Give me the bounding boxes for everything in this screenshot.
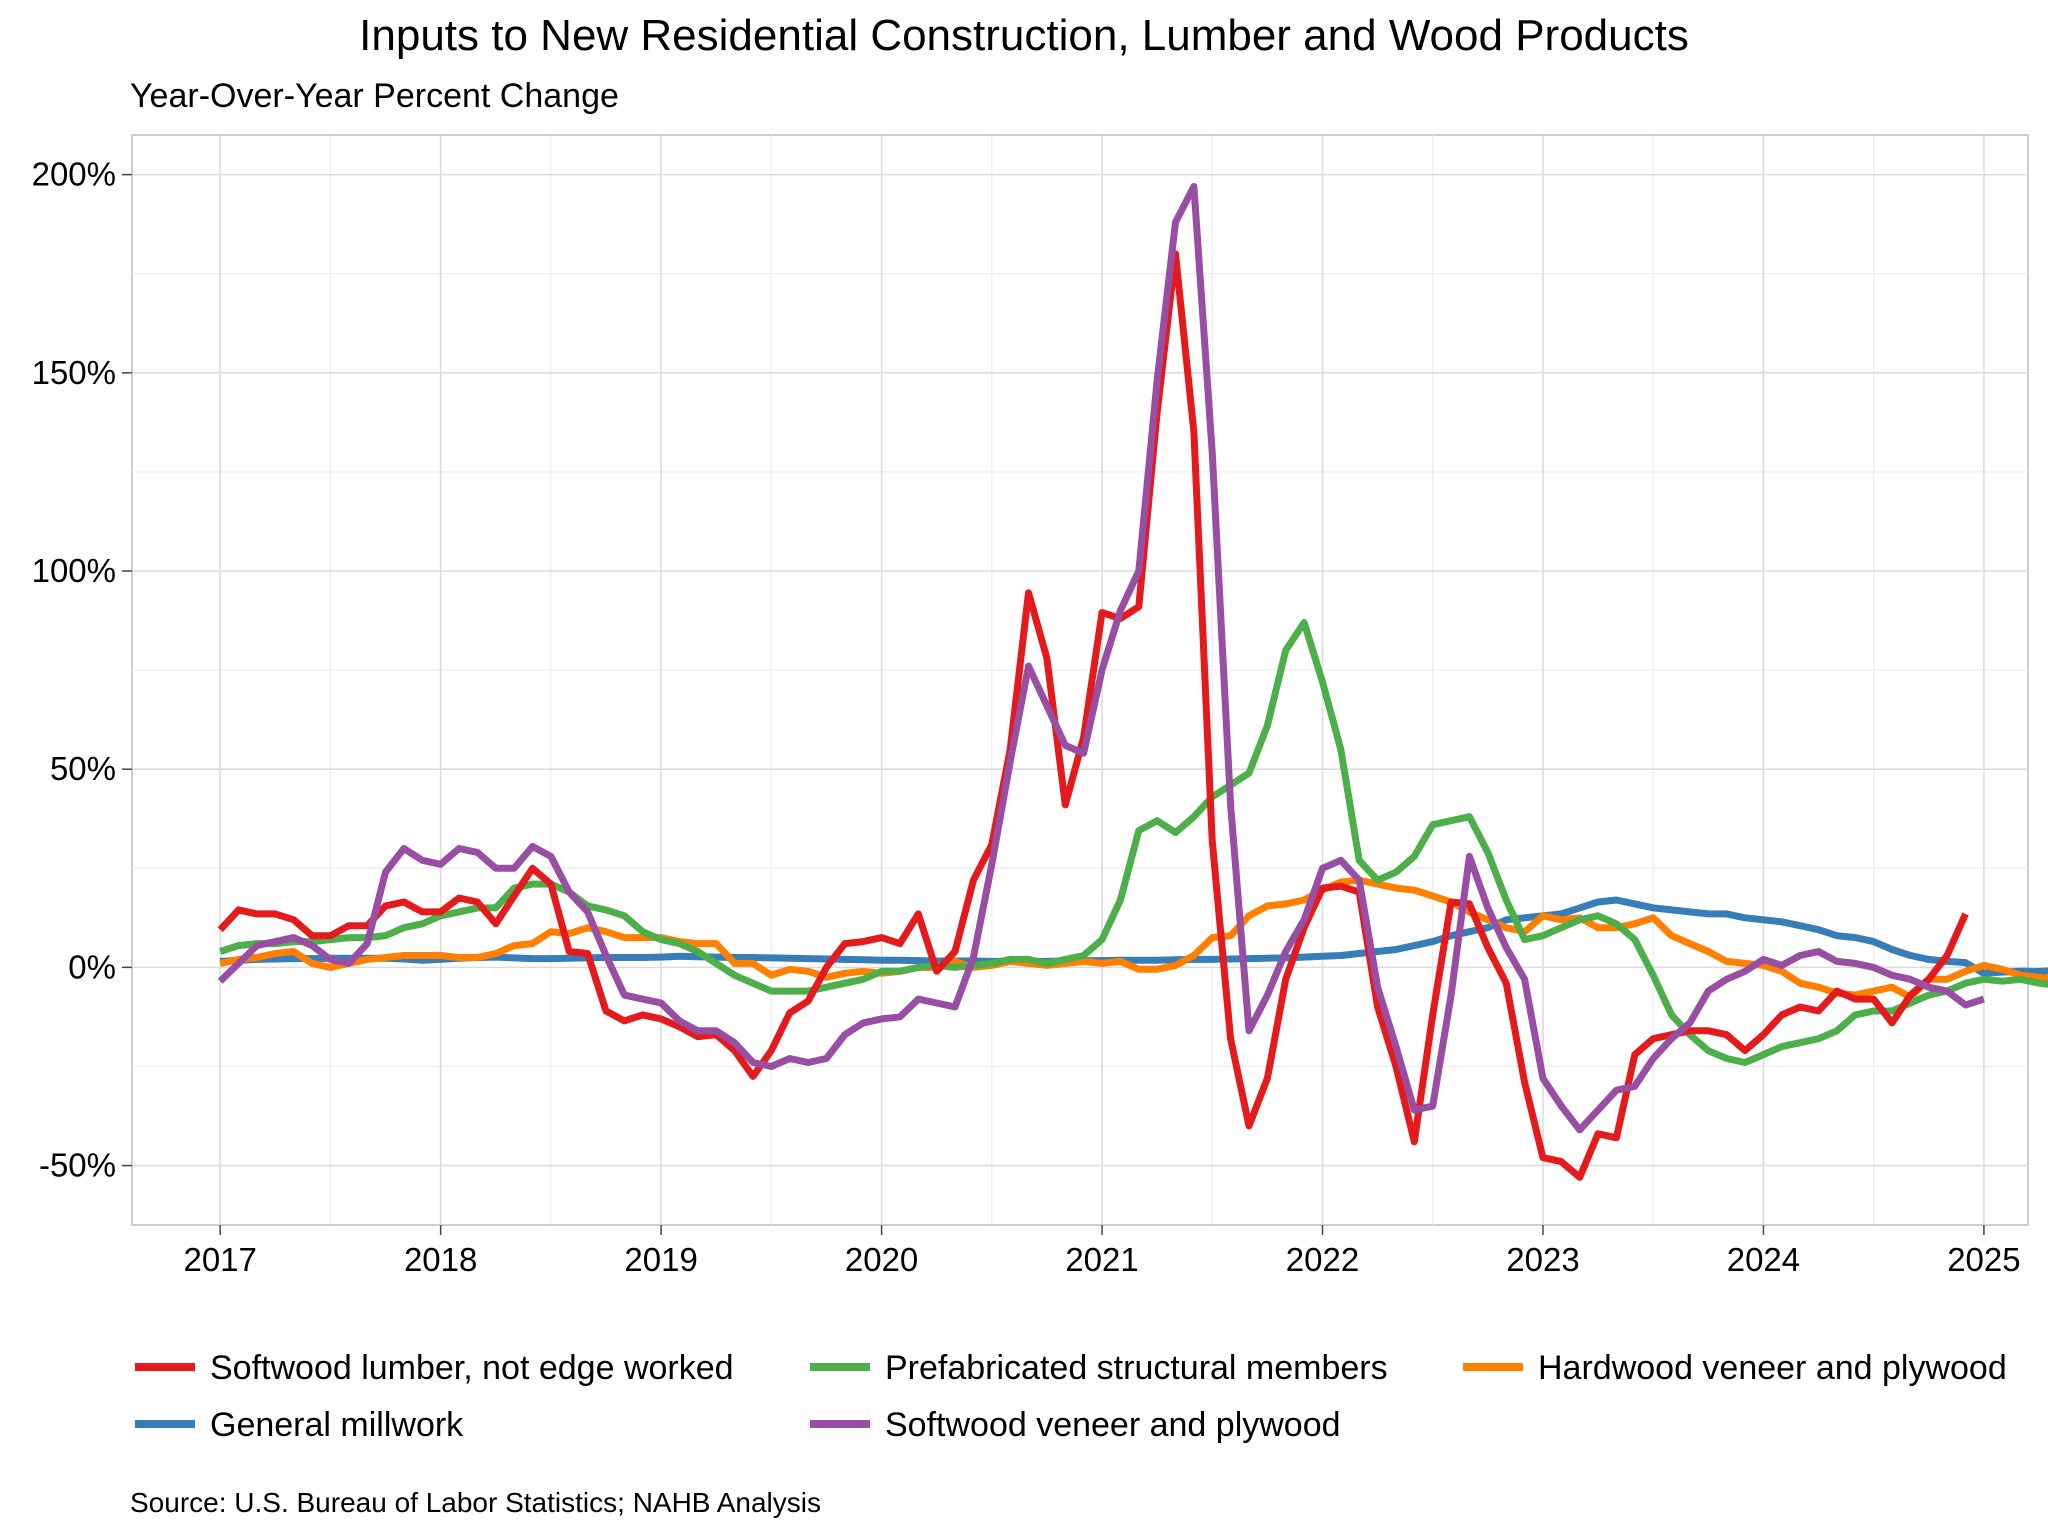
x-tick-label: 2019 (624, 1241, 697, 1278)
chart-subtitle: Year-Over-Year Percent Change (130, 77, 619, 115)
y-tick-label: 0% (68, 948, 116, 985)
legend-label-general-millwork: General millwork (210, 1406, 464, 1444)
x-tick-label: 2018 (404, 1241, 477, 1278)
x-tick-label: 2023 (1506, 1241, 1579, 1278)
x-tick-label: 2020 (845, 1241, 918, 1278)
plot-panel (131, 134, 2029, 1226)
legend-label-hardwood-veneer-and-plywood: Hardwood veneer and plywood (1538, 1349, 2007, 1387)
x-tick-label: 2024 (1727, 1241, 1800, 1278)
y-tick-label: 150% (32, 354, 116, 391)
legend-label-prefabricated-structural-members: Prefabricated structural members (885, 1349, 1388, 1387)
y-tick-label: 50% (50, 750, 116, 787)
x-tick-label: 2025 (1947, 1241, 2020, 1278)
series-line-prefabricated-structural-members (219, 619, 2048, 1066)
legend-label-softwood-veneer-and-plywood: Softwood veneer and plywood (885, 1406, 1341, 1444)
y-tick-label: -50% (39, 1147, 116, 1184)
axes: 2017 2018 2019 2020 2021 2022 2023 2024 2025 -50%… (32, 156, 2021, 1278)
x-tick-label: 2017 (183, 1241, 256, 1278)
series-line-hardwood-veneer-and-plywood (219, 876, 2048, 1001)
series-line-softwood-veneer-and-plywood (217, 183, 1985, 1134)
series-lines (217, 183, 2048, 1181)
chart-title: Inputs to New Residential Construction, … (359, 11, 1689, 60)
y-tick-label: 100% (32, 552, 116, 589)
legend: Softwood lumber, not edge worked Prefabri… (135, 1349, 2007, 1444)
chart-caption: Source: U.S. Bureau of Labor Statistics;… (130, 1487, 821, 1518)
legend-label-softwood-lumber-not-edge-worked: Softwood lumber, not edge worked (210, 1349, 734, 1387)
y-tick-label: 200% (32, 156, 116, 193)
x-tick-label: 2022 (1286, 1241, 1359, 1278)
x-tick-label: 2021 (1065, 1241, 1138, 1278)
